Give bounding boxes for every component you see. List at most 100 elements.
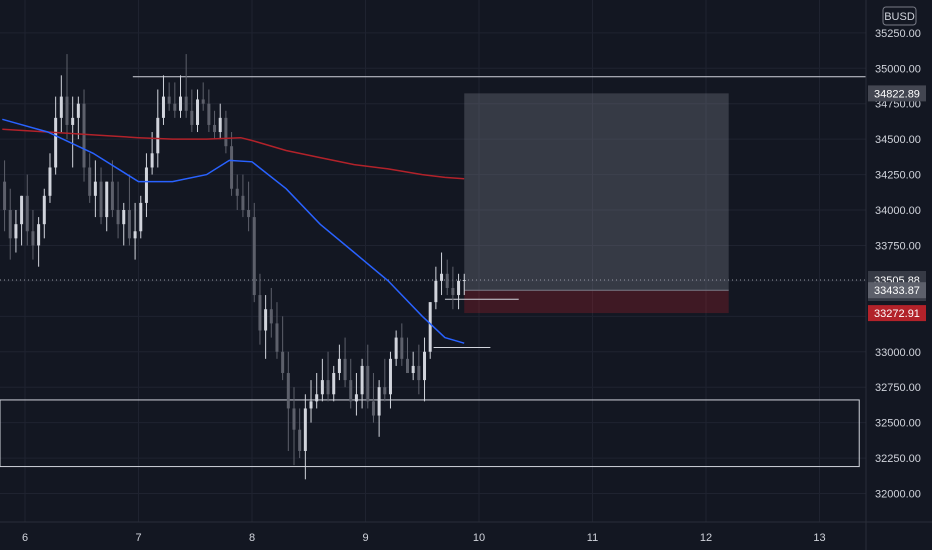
supply-zone-rectangle[interactable] [0, 399, 860, 468]
candle [99, 167, 103, 225]
candle-body [298, 429, 302, 451]
y-tick-label: 34750.00 [875, 99, 921, 111]
candle-body [241, 195, 245, 210]
candle-body [315, 394, 319, 402]
moving-averages [2, 118, 465, 344]
position-profit-zone[interactable] [464, 93, 729, 291]
candle [252, 202, 256, 303]
candle-body [292, 408, 296, 430]
candle [207, 89, 211, 133]
candle [173, 82, 177, 118]
candle [457, 273, 461, 310]
candle-body [133, 231, 137, 239]
candles-series [3, 54, 466, 480]
candle [309, 380, 313, 423]
y-tick-label: 35250.00 [875, 28, 921, 40]
candle-body [93, 181, 97, 196]
candle-body [37, 224, 41, 246]
candle [82, 89, 86, 182]
candle [371, 373, 375, 423]
candle [201, 82, 205, 111]
currency-badge[interactable]: BUSD [882, 6, 917, 26]
candle-body [354, 394, 358, 402]
candle [65, 54, 69, 140]
candle-body [156, 117, 160, 154]
candle-body [42, 195, 46, 225]
entry-price-tag: 33433.87 [868, 282, 926, 299]
candle-body [428, 302, 432, 352]
candle-body [383, 387, 387, 395]
candle-body [31, 231, 35, 246]
candle-body [218, 117, 222, 133]
candle-body [286, 373, 290, 409]
candle [275, 302, 279, 359]
stop-price-tag: 33272.91 [868, 305, 926, 322]
candle-body [207, 103, 211, 125]
candle [59, 75, 63, 133]
candle-body [76, 103, 80, 118]
moving-average-slow-line [2, 128, 465, 180]
x-tick-label: 8 [249, 532, 255, 544]
candle [434, 266, 438, 310]
candle [127, 174, 131, 246]
candle-body [445, 273, 449, 288]
target-price-label: 34822.89 [874, 88, 920, 100]
candle-body [48, 167, 52, 196]
candle-body [275, 323, 279, 352]
candle [190, 89, 194, 133]
candle-body [417, 365, 421, 381]
candle [76, 96, 80, 140]
candle [88, 153, 92, 203]
candle-body [139, 202, 143, 232]
x-tick-label: 7 [135, 532, 141, 544]
candle [337, 344, 341, 381]
candle [184, 54, 188, 118]
y-tick-label: 32250.00 [875, 453, 921, 465]
candle [247, 181, 251, 232]
candle [139, 195, 143, 239]
candle-body [65, 96, 69, 125]
y-tick-label: 32500.00 [875, 418, 921, 430]
candle [400, 323, 404, 366]
candle-body [150, 153, 154, 168]
candle [423, 337, 427, 402]
position-stop-zone[interactable] [464, 290, 729, 314]
candle-body [230, 146, 234, 189]
candle [462, 273, 466, 296]
candle [445, 259, 449, 296]
candle [428, 302, 432, 359]
stop-price-label: 33272.91 [874, 308, 920, 320]
candle-body [366, 365, 370, 402]
candle-body [394, 337, 398, 359]
candle-body [184, 96, 188, 111]
candle-body [116, 210, 120, 225]
candle [349, 358, 353, 409]
candle-body [122, 210, 126, 225]
candle-body [71, 117, 75, 125]
candle-body [235, 188, 239, 196]
candle [405, 337, 409, 374]
candle-body [59, 96, 63, 118]
candle [383, 358, 387, 402]
y-tick-label: 34000.00 [875, 205, 921, 217]
drawings-layer[interactable] [0, 76, 866, 468]
candle-body [332, 373, 336, 395]
candle-body [388, 358, 392, 395]
candle [292, 387, 296, 466]
candle-body [371, 401, 375, 416]
y-tick-label: 33750.00 [875, 240, 921, 252]
candle [326, 351, 330, 402]
candle [224, 110, 228, 154]
candle-body [8, 210, 12, 239]
candle-body [451, 287, 455, 296]
candle-body [173, 103, 177, 111]
candle [156, 89, 160, 168]
x-tick-label: 11 [587, 532, 598, 544]
candle-body [25, 195, 29, 232]
candle-body [105, 181, 109, 218]
y-tick-label: 32000.00 [875, 489, 921, 501]
candle [332, 365, 336, 402]
